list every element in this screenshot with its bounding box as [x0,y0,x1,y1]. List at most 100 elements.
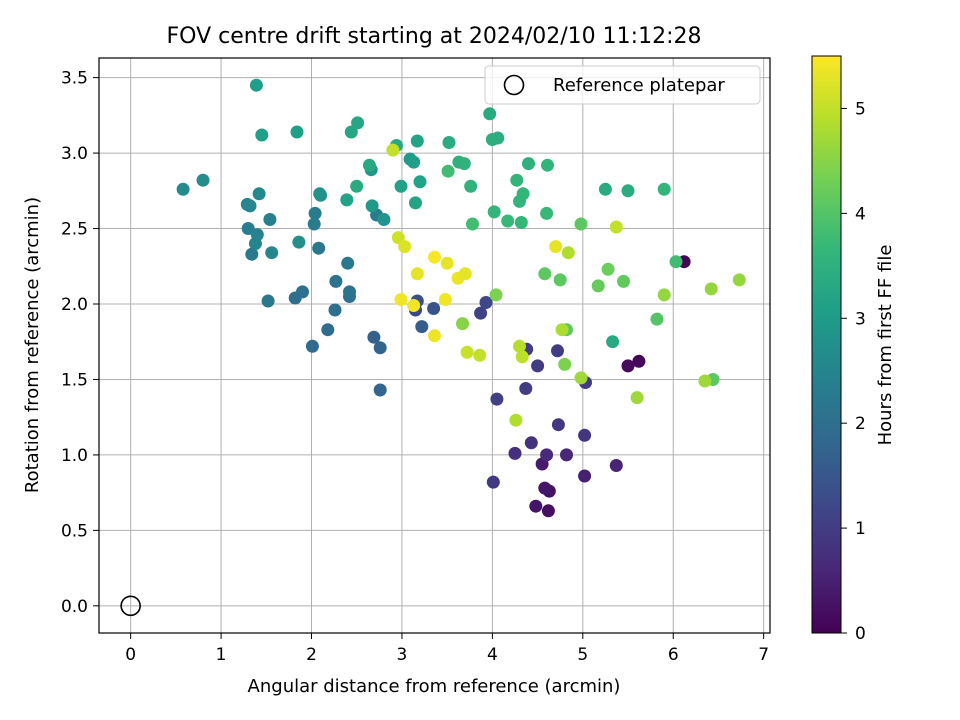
plot-frame [98,57,771,634]
data-point [394,293,408,306]
data-point [549,240,563,254]
reference-platepar-marker [120,595,141,617]
x-tick-label: 5 [577,645,588,665]
data-point [669,255,683,269]
x-axis-ticks: 0 1 2 3 4 5 6 7 [125,633,769,665]
data-point [591,279,605,293]
x-tick-label: 0 [125,645,136,665]
x-tick-label: 2 [306,645,317,665]
data-point [574,217,588,231]
data-point [290,125,304,139]
data-point [551,344,564,358]
data-point [489,288,503,302]
data-point [657,182,671,196]
y-tick-label: 3.5 [61,69,88,89]
data-point [261,294,275,308]
data-point [292,235,306,249]
data-point [609,220,623,234]
data-point [428,250,441,264]
colorbar-label: Hours from first FF file [875,245,896,446]
colorbar-tick-label: 5 [855,99,866,119]
colorbar-tick-label: 1 [855,519,866,539]
data-point [394,179,408,193]
plot-area: 0 1 2 3 4 5 6 7 0.0 0.5 1.0 1.5 2.0 2.5 3.0 3.5 [61,57,771,665]
data-point [350,179,364,193]
data-point [538,481,552,495]
y-tick-label: 0.0 [61,597,88,617]
data-point [541,504,555,518]
data-point [407,299,421,312]
x-tick-label: 3 [397,645,408,665]
data-point [473,348,487,362]
colorbar-tick-label: 0 [855,624,866,644]
data-point [438,293,452,306]
y-tick-label: 0.5 [61,521,88,541]
legend: Reference platepar [484,65,761,105]
data-point [487,205,501,219]
data-point [490,392,504,406]
data-point [551,418,565,432]
colorbar-tick-label: 4 [855,204,866,224]
chart-title: FOV centre drift starting at 2024/02/10 … [167,24,702,49]
colorbar-gradient [811,55,842,634]
data-point [578,428,592,442]
data-point [601,262,615,276]
data-point [466,217,479,231]
y-tick-label: 3.0 [61,144,88,164]
x-tick-label: 6 [668,645,679,665]
x-tick-label: 1 [216,645,227,665]
data-point [409,196,422,210]
data-point [312,241,326,255]
data-point [606,335,620,349]
data-point [321,323,335,337]
data-point [617,274,630,288]
data-point [561,246,575,260]
data-point [458,267,472,281]
data-point [440,256,454,270]
legend-box [484,65,761,105]
data-point [630,391,644,405]
y-tick-label: 1.0 [61,446,88,466]
data-point [560,448,573,462]
data-point [501,214,515,228]
data-point [248,237,262,251]
data-point [513,339,526,353]
data-point [196,173,210,187]
data-point [255,128,269,142]
data-point [373,341,387,355]
x-tick-label: 4 [487,645,498,665]
data-point [540,448,554,462]
y-tick-label: 1.5 [61,370,88,390]
data-point [704,282,718,296]
data-point [328,303,342,317]
data-point [460,345,474,359]
data-point [176,182,190,196]
data-point [574,371,588,385]
colorbar-tick-label: 3 [855,309,866,329]
data-point [529,499,543,513]
y-axis-ticks: 0.0 0.5 1.0 1.5 2.0 2.5 3.0 3.5 [61,69,99,617]
data-point [313,187,327,201]
data-point [343,285,356,299]
data-point [365,199,379,213]
data-point [491,131,505,145]
data-point [263,213,277,226]
data-point [245,247,259,261]
data-point [249,78,263,92]
y-tick-label: 2.5 [61,220,88,240]
data-point [362,158,376,172]
data-point [415,320,429,334]
data-point [509,413,523,427]
data-point [483,107,497,121]
data-point [531,359,545,373]
data-point [474,306,488,320]
data-point [413,175,427,189]
data-point [377,213,391,226]
data-point [698,374,712,388]
data-point [427,302,441,315]
data-point [514,216,528,229]
data-point [442,136,456,149]
colorbar-ticks: 0 1 2 3 4 5 [841,99,866,644]
data-point [305,339,319,353]
